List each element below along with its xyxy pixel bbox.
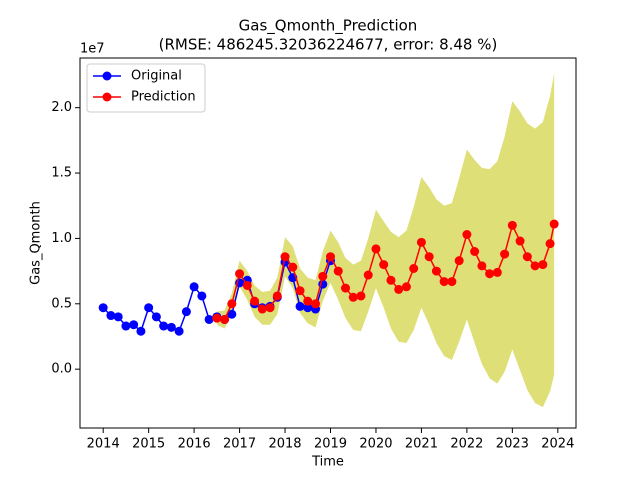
data-point [386,275,396,285]
data-point [538,260,548,270]
data-point [295,301,305,311]
data-point [113,312,123,322]
data-point [303,296,313,306]
x-tick-label: 2020 [359,437,392,452]
data-point [416,237,426,247]
data-point [295,286,305,296]
data-point [106,311,116,321]
data-point [303,303,313,313]
data-point [166,322,176,332]
data-point [98,303,108,313]
x-tick-label: 2022 [450,437,483,452]
data-point [280,252,290,262]
y-axis-label: Gas_Qmonth [29,201,44,285]
data-point [447,277,457,287]
data-point [242,280,252,290]
data-point [522,252,532,262]
data-point [151,312,161,322]
data-point [507,220,517,230]
data-point [159,321,169,331]
x-tick-label: 2017 [223,437,256,452]
y-tick-label: 1.0 [51,231,72,246]
data-point [227,299,237,309]
data-point [492,267,502,277]
data-point [409,263,419,273]
data-point [439,277,449,287]
x-tick-label: 2014 [87,437,120,452]
y-tick-label: 0.5 [51,296,72,311]
data-point [181,307,191,317]
data-point [136,326,146,336]
y-tick-label: 1.5 [51,166,72,181]
legend-marker [102,92,112,102]
confidence-band [216,73,555,408]
data-point [310,299,320,309]
data-point [265,303,275,313]
data-point [401,282,411,292]
data-point [424,252,434,262]
data-point [189,282,199,292]
x-axis-label: Time [311,455,344,470]
y-tick-label: 0.0 [51,362,72,377]
plot-frame [79,57,577,429]
data-point [144,303,154,313]
data-point [394,284,404,294]
data-point [477,261,487,271]
data-point [250,296,260,306]
data-point [174,326,184,336]
data-point [549,219,559,229]
data-point [235,269,245,279]
data-point [197,291,207,301]
data-point [121,321,131,331]
data-point [288,262,298,272]
data-point [348,292,358,302]
data-point [485,269,495,279]
y-offset-label: 1e7 [80,42,105,57]
x-tick-label: 2015 [132,437,165,452]
x-tick-label: 2018 [268,437,301,452]
data-point [515,236,525,246]
x-tick-label: 2021 [405,437,438,452]
data-point [204,314,214,324]
data-point [545,239,555,249]
data-point [454,256,464,266]
data-point [129,320,139,330]
chart-subtitle: (RMSE: 486245.32036224677, error: 8.48 %… [159,36,498,54]
data-point [379,260,389,270]
y-tick-label: 2.0 [51,100,72,115]
data-point [500,249,510,259]
data-point [227,309,237,319]
data-point [530,261,540,271]
data-point [333,266,343,276]
x-tick-label: 2024 [541,437,574,452]
data-point [363,270,373,280]
legend-label: Prediction [131,90,196,105]
data-point [341,283,351,293]
x-tick-label: 2016 [178,437,211,452]
data-point [356,291,366,301]
x-tick-label: 2019 [314,437,347,452]
chart-title: Gas_Qmonth_Prediction [239,17,418,36]
legend: Original Prediction [86,63,206,113]
data-point [431,266,441,276]
data-point [212,313,222,323]
data-point [272,291,282,301]
legend-marker [102,71,112,81]
data-point [371,244,381,254]
data-point [326,252,336,262]
series-line [216,223,555,321]
data-point [220,314,230,324]
data-point [462,230,472,240]
data-point [257,304,267,314]
x-tick-label: 2023 [496,437,529,452]
legend-label: Original [131,69,182,84]
data-point [318,271,328,281]
data-point [470,246,480,256]
